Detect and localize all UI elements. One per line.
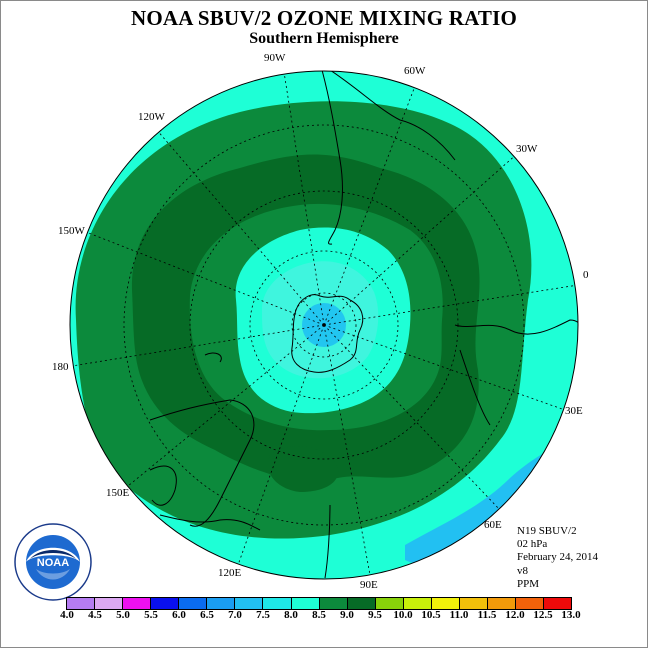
colorbar-tick-label: 5.5 (144, 609, 158, 621)
lon-label-60w: 60W (404, 65, 426, 77)
lon-label-30w: 30W (516, 143, 538, 155)
lon-label-150w: 150W (58, 225, 86, 237)
lon-label-90e: 90E (360, 579, 378, 591)
colorbar-tick-label: 8.5 (312, 609, 326, 621)
colorbar-tick-label: 6.5 (200, 609, 214, 621)
info-date: February 24, 2014 (517, 551, 598, 564)
colorbar-tick-label: 10.0 (393, 609, 413, 621)
coastlines (149, 71, 578, 579)
lon-label-180: 180 (52, 361, 69, 373)
colorbar-tick-label: 6.0 (172, 609, 186, 621)
lon-label-0: 0 (583, 269, 589, 281)
chart-title: NOAA SBUV/2 OZONE MIXING RATIO (131, 6, 517, 30)
lon-label-120e: 120E (218, 567, 242, 579)
dark-patch-south (268, 446, 339, 492)
colorbar-segment (487, 598, 516, 609)
colorbar-tick-label: 12.5 (533, 609, 553, 621)
colorbar-segment (123, 598, 152, 609)
colorbar-tick-label: 4.5 (88, 609, 102, 621)
noaa-logo: NOAA (14, 523, 92, 601)
lon-label-150e: 150E (106, 487, 130, 499)
info-units: PPM (517, 577, 540, 590)
colorbar-tick-label: 4.0 (60, 609, 74, 621)
lon-label-120w: 120W (138, 111, 166, 123)
colorbar-tick-label: 13.0 (561, 609, 581, 621)
colorbar-tick-label: 11.0 (449, 609, 469, 621)
colorbar-tick-labels: 4.0 4.5 5.0 5.5 6.0 6.5 7.0 7.5 8.0 8.5 9.0 9.5 10.0… (0, 609, 648, 623)
lon-label-30e: 30E (565, 405, 583, 417)
colorbar-segment (403, 598, 432, 609)
colorbar-segment (375, 598, 404, 609)
lon-label-90w: 90W (264, 52, 286, 64)
colorbar-tick-label: 7.5 (256, 609, 270, 621)
logo-text: NOAA (37, 557, 69, 569)
colorbar-segment (319, 598, 348, 609)
chart-subtitle: Southern Hemisphere (249, 30, 399, 47)
colorbar-segment (207, 598, 236, 609)
blue-patch (405, 445, 560, 567)
colorbar-tick-label: 12.0 (505, 609, 525, 621)
colorbar-segment (291, 598, 320, 609)
colorbar-segment (516, 598, 545, 609)
graticule (71, 71, 578, 576)
colorbar-segment (544, 598, 572, 609)
info-level: 02 hPa (517, 538, 548, 551)
colorbar (66, 597, 572, 610)
colorbar-segment (459, 598, 488, 609)
colorbar-tick-label: 5.0 (116, 609, 130, 621)
colorbar-tick-label: 11.5 (477, 609, 497, 621)
info-block: N19 SBUV/2 02 hPa February 24, 2014 v8 P… (517, 525, 598, 591)
colorbar-tick-label: 8.0 (284, 609, 298, 621)
colorbar-segment (431, 598, 460, 609)
colorbar-segment (151, 598, 180, 609)
colorbar-segment (235, 598, 264, 609)
info-instrument: N19 SBUV/2 (517, 525, 577, 537)
map-border (69, 70, 579, 580)
colorbar-segment (67, 598, 96, 609)
colorbar-segment (179, 598, 208, 609)
colorbar-segment (263, 598, 292, 609)
colorbar-tick-label: 10.5 (421, 609, 441, 621)
lon-label-60e: 60E (484, 519, 502, 531)
colorbar-segment (95, 598, 124, 609)
colorbar-tick-label: 7.0 (228, 609, 242, 621)
longitude-labels: 90W 60W 30W 0 30E 60E 90E 120E 150E 180 … (52, 52, 589, 591)
colorbar-tick-label: 9.0 (340, 609, 354, 621)
colorbar-tick-label: 9.5 (368, 609, 382, 621)
info-version: v8 (517, 564, 528, 577)
colorbar-segment (347, 598, 376, 609)
